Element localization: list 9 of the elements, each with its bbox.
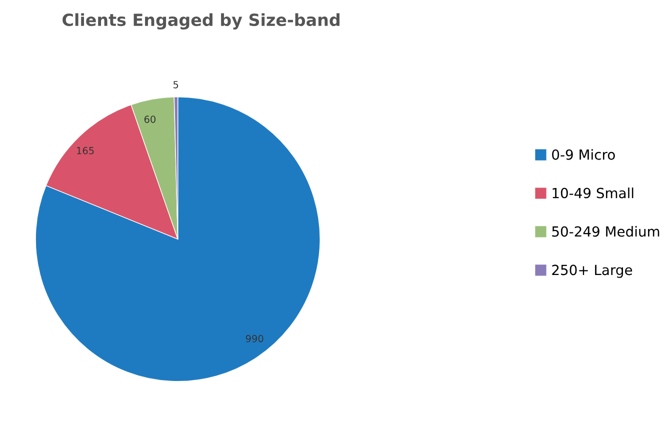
chart-title: Clients Engaged by Size-band [62,13,340,30]
data-label: 60 [144,116,156,123]
legend-label: 50-249 Medium [552,226,660,237]
data-label: 165 [77,146,94,154]
legend-label: 250+ Large [552,264,632,278]
data-label: 990 [246,334,264,342]
legend-label: 0-9 Micro [552,149,615,160]
data-label: 5 [173,81,178,88]
legend-label: 10-49 Small [552,188,634,198]
